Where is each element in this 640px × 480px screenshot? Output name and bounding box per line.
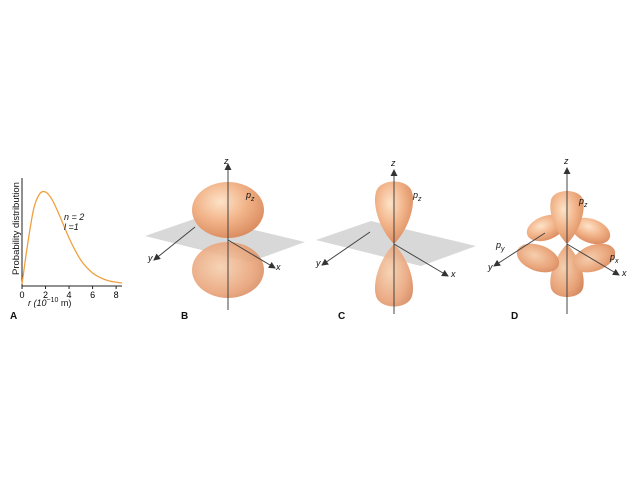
py-subscript: y <box>501 245 505 253</box>
y-axis <box>153 226 196 261</box>
l-annotation: l =1 <box>64 222 79 232</box>
orbital-letter: p <box>413 190 419 200</box>
pz-letter: p <box>579 196 585 206</box>
x-axis-label: x <box>276 262 281 272</box>
px-front-lobe <box>516 243 560 273</box>
panel-d-diagram <box>493 167 620 314</box>
py-label: py <box>496 240 505 253</box>
orbital-label: pz <box>413 190 422 203</box>
x-axis-label: x <box>451 269 456 279</box>
orbital-subscript: z <box>418 195 422 203</box>
px-letter: p <box>610 252 616 262</box>
x-axis-label: x <box>622 268 627 278</box>
panel-letter-c: C <box>338 311 346 322</box>
probability-curve <box>21 190 123 285</box>
panel-c-diagram <box>316 169 476 314</box>
px-back-lobe <box>571 217 611 245</box>
x-axis-label-exponent: −10 <box>46 297 59 304</box>
x-axis-label-main: r (10 <box>28 298 47 308</box>
z-axis-label: z <box>391 158 396 168</box>
pz-subscript: z <box>584 201 588 209</box>
px-subscript: x <box>615 257 619 265</box>
x-axis <box>393 243 449 277</box>
panel-a-chart: 0 2 4 6 8 <box>19 178 123 300</box>
y-axis-label: y <box>488 262 493 272</box>
y-axis <box>493 232 546 267</box>
py-front-lobe <box>572 243 616 273</box>
n-annotation: n = 2 <box>64 212 85 222</box>
orbital-label: pz <box>246 190 255 203</box>
y-axis <box>321 231 371 266</box>
z-axis-label: z <box>564 156 569 166</box>
x-axis <box>566 243 620 276</box>
x-axis-label: r (10−10 m) <box>28 297 71 308</box>
x-tick-label: 8 <box>114 290 119 300</box>
y-axis-label: y <box>316 258 321 268</box>
orbital-subscript: z <box>251 195 255 203</box>
x-axis <box>227 239 276 269</box>
pz-label: pz <box>579 196 588 209</box>
panel-letter-b: B <box>181 311 189 322</box>
y-axis-label: y <box>148 253 153 263</box>
xy-plane <box>145 217 305 262</box>
px-label: px <box>610 252 619 265</box>
x-tick-label: 4 <box>67 290 72 300</box>
orbital-letter: p <box>246 190 252 200</box>
x-tick-label: 2 <box>43 290 48 300</box>
panel-b-diagram <box>145 163 305 310</box>
x-axis-label-unit: m) <box>58 298 72 308</box>
panel-letter-a: A <box>10 311 18 322</box>
z-axis-label: z <box>224 156 229 166</box>
panel-letter-d: D <box>511 311 519 322</box>
xy-plane <box>316 221 476 266</box>
y-axis-label: Probability distribution <box>11 182 22 275</box>
x-tick-label: 0 <box>19 290 24 300</box>
x-tick-label: 6 <box>90 290 95 300</box>
py-letter: p <box>496 240 502 250</box>
